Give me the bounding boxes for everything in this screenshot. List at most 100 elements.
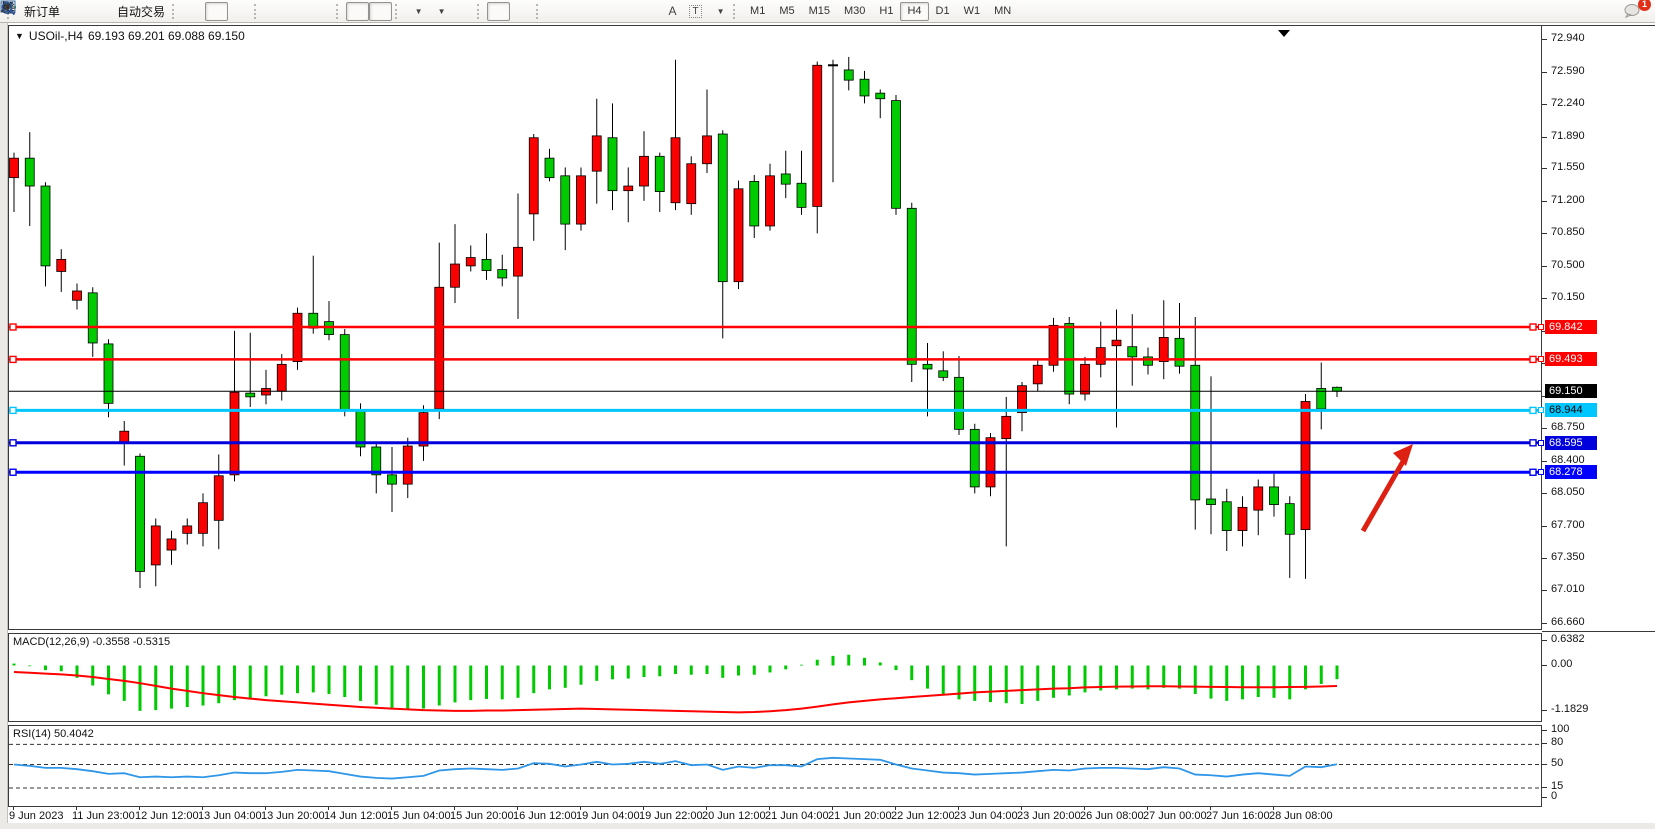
candle xyxy=(9,152,19,213)
text-label-icon: T xyxy=(689,4,702,18)
notification-badge: 1 xyxy=(1638,0,1651,11)
bar-chart-button[interactable] xyxy=(1,1,205,21)
candle xyxy=(1111,309,1122,428)
resistance-line-2[interactable] xyxy=(9,355,1541,364)
chart-shift-marker-icon[interactable] xyxy=(1278,30,1290,37)
candle xyxy=(24,132,35,226)
text-label-button[interactable]: T xyxy=(684,2,707,21)
candle xyxy=(1206,376,1216,535)
date-tick-mark xyxy=(328,807,329,810)
date-label: 21 Jun 04:00 xyxy=(765,810,829,822)
candle xyxy=(843,56,854,91)
candle xyxy=(654,152,665,213)
candle xyxy=(576,167,586,231)
date-tick-mark xyxy=(769,807,770,810)
timeframe-h1-button[interactable]: H1 xyxy=(879,5,894,17)
macd-panel[interactable]: MACD(12,26,9) -0.3558 -0.5315 xyxy=(8,633,1542,722)
dropdown-caret-icon: ▼ xyxy=(437,6,446,16)
timeframe-m5-button[interactable]: M5 xyxy=(779,5,795,17)
date-axis[interactable]: 9 Jun 2023 11 Jun 23:00 12 Jun 12:00 13 Jun… xyxy=(8,807,1542,823)
symbol-caret-icon[interactable]: ▼ xyxy=(15,31,24,41)
candle xyxy=(72,283,82,310)
rsi-line xyxy=(13,756,1338,780)
channel-button[interactable]: E xyxy=(0,1,638,21)
vertical-line-button[interactable] xyxy=(4,1,569,21)
add-indicator-button[interactable]: ▼ xyxy=(0,0,428,21)
trendline-button[interactable] xyxy=(0,1,615,21)
price-tick-mark xyxy=(1542,104,1547,106)
date-label: 28 Jun 08:00 xyxy=(1269,810,1333,822)
timeframe-m30-button[interactable]: M30 xyxy=(844,5,866,17)
zoom-in-button[interactable] xyxy=(1,1,287,21)
arrows-button[interactable]: ▼ xyxy=(1,2,730,21)
line-end-marker xyxy=(1538,407,1544,414)
new-order-button[interactable]: 新订单 xyxy=(1,1,64,21)
date-label: 16 Jun 12:00 xyxy=(513,810,577,822)
candle xyxy=(339,329,350,417)
price-badge-68.944: 68.944 xyxy=(1538,403,1597,418)
candle xyxy=(733,180,744,290)
candle xyxy=(513,193,523,319)
support-line-blue-1[interactable] xyxy=(9,439,1541,447)
zoom-out-button[interactable] xyxy=(1,1,310,21)
candlestick-chart-button[interactable] xyxy=(1,1,229,21)
date-label: 13 Jun 20:00 xyxy=(261,810,325,822)
rsi-tick-label: 50 xyxy=(1551,756,1564,769)
timeframe-h4-button[interactable]: H4 xyxy=(900,1,929,21)
candlestick-chart[interactable] xyxy=(9,26,1541,629)
toolbar-grip xyxy=(254,3,261,19)
toolbar-grip xyxy=(172,3,179,19)
timeframe-m1-button[interactable]: M1 xyxy=(750,5,766,17)
date-label: 20 Jun 12:00 xyxy=(702,810,766,822)
notifications-button[interactable]: 1 xyxy=(1622,0,1651,21)
date-tick-mark xyxy=(706,807,707,810)
date-tick-mark xyxy=(832,807,833,810)
fibonacci-button[interactable]: F xyxy=(1,2,661,21)
timeframe-w1-button[interactable]: W1 xyxy=(963,5,981,17)
signals-button[interactable] xyxy=(2,1,110,21)
candle xyxy=(245,332,256,408)
horizontal-line-button[interactable] xyxy=(1,2,592,21)
price-tick-label: 68.750 xyxy=(1551,421,1585,434)
chart-shift-button[interactable] xyxy=(1,1,393,21)
arrow-annotation[interactable] xyxy=(1360,444,1413,533)
rsi-tick-label: 15 xyxy=(1551,779,1564,792)
tile-windows-button[interactable] xyxy=(0,1,333,21)
macd-tick-label: 0.00 xyxy=(1551,657,1573,670)
main-chart-panel[interactable]: ▼ USOil-,H4 69.193 69.201 69.088 69.150 xyxy=(8,25,1542,630)
cursor-button[interactable] xyxy=(3,1,511,21)
support-line-blue-2[interactable] xyxy=(9,468,1541,476)
timeframe-m15-button[interactable]: M15 xyxy=(808,5,830,17)
candle xyxy=(150,518,161,587)
price-tick-label: 71.550 xyxy=(1551,161,1585,174)
search-button[interactable] xyxy=(1,1,1616,21)
rsi-panel[interactable]: RSI(14) 50.4042 xyxy=(8,725,1542,807)
resistance-line-1[interactable] xyxy=(9,323,1541,331)
price-tick-label: 72.590 xyxy=(1551,64,1585,77)
terminal-button[interactable] xyxy=(1,1,87,21)
support-line-cyan[interactable] xyxy=(9,406,1541,415)
price-tick-mark xyxy=(1542,200,1547,202)
text-button[interactable]: A xyxy=(661,2,684,21)
auto-scroll-button[interactable] xyxy=(1,1,370,21)
price-tick-label: 71.890 xyxy=(1551,129,1585,142)
date-label: 23 Jun 04:00 xyxy=(954,810,1018,822)
dropdown-caret-icon: ▼ xyxy=(716,6,725,16)
line-chart-button[interactable] xyxy=(0,1,251,21)
date-tick-mark xyxy=(643,807,644,810)
candle xyxy=(434,242,445,420)
templates-button[interactable] xyxy=(0,0,474,21)
price-tick-mark xyxy=(1542,233,1547,235)
date-label: 9 Jun 2023 xyxy=(9,810,64,822)
periods-button[interactable]: ▼ xyxy=(1,1,451,21)
timeframe-mn-button[interactable]: MN xyxy=(994,5,1012,17)
text-icon: A xyxy=(668,4,677,18)
timeframe-d1-button[interactable]: D1 xyxy=(935,5,950,17)
rsi-tick-label: 80 xyxy=(1551,736,1564,749)
rsi-tick-mark xyxy=(1542,763,1547,765)
autotrade-button[interactable]: 自动交易 xyxy=(2,1,169,21)
candle xyxy=(1158,300,1169,380)
candle xyxy=(103,339,114,418)
crosshair-button[interactable] xyxy=(1,1,533,21)
window-left-edge xyxy=(0,23,8,829)
